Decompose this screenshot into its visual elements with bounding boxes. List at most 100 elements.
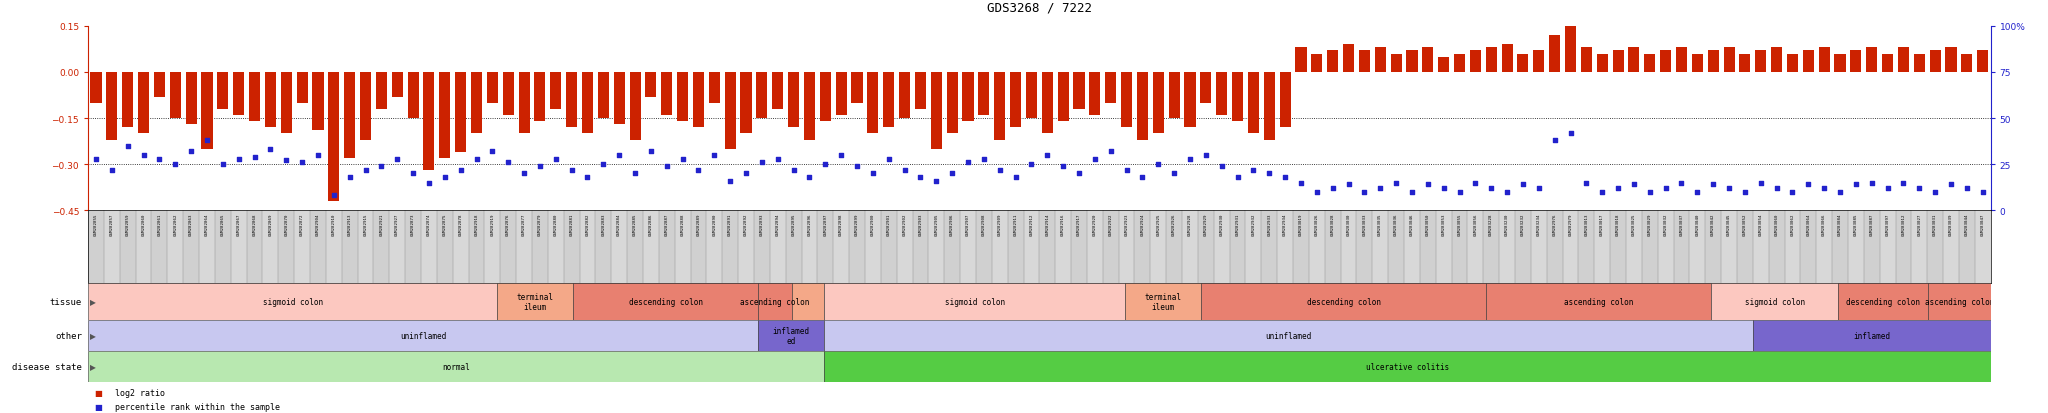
Bar bbox=[438, 73, 451, 159]
Bar bbox=[825, 320, 1753, 351]
Text: GSM282931: GSM282931 bbox=[1235, 213, 1239, 235]
Bar bbox=[614, 73, 625, 125]
Point bbox=[778, 167, 811, 173]
Bar bbox=[391, 73, 403, 97]
Point bbox=[1237, 167, 1270, 173]
Text: GSM283028: GSM283028 bbox=[1331, 213, 1335, 235]
Text: descending colon: descending colon bbox=[629, 297, 702, 306]
Bar bbox=[1802, 51, 1815, 73]
Text: tissue: tissue bbox=[49, 297, 82, 306]
Bar bbox=[786, 211, 801, 283]
Text: sigmoid colon: sigmoid colon bbox=[262, 297, 324, 306]
Point bbox=[223, 156, 256, 162]
Point bbox=[1808, 185, 1841, 192]
Bar bbox=[1657, 211, 1673, 283]
Bar bbox=[1325, 211, 1341, 283]
Bar bbox=[1673, 211, 1690, 283]
Text: GSM282927: GSM282927 bbox=[395, 213, 399, 235]
Bar bbox=[819, 73, 831, 122]
Bar bbox=[377, 73, 387, 109]
Point bbox=[1206, 163, 1239, 170]
Point bbox=[365, 163, 397, 170]
Bar bbox=[1626, 211, 1642, 283]
Point bbox=[936, 171, 969, 177]
Text: GSM282904: GSM282904 bbox=[315, 213, 319, 235]
Text: GSM282916: GSM282916 bbox=[1061, 213, 1065, 235]
Text: terminal
ileum: terminal ileum bbox=[1145, 292, 1182, 311]
Bar bbox=[233, 73, 244, 116]
Text: GSM282914: GSM282914 bbox=[1044, 213, 1049, 235]
Point bbox=[698, 152, 731, 159]
Text: GSM283056: GSM283056 bbox=[1473, 213, 1477, 235]
Bar bbox=[565, 73, 578, 128]
Point bbox=[999, 174, 1032, 181]
Point bbox=[1475, 185, 1507, 192]
Point bbox=[1698, 182, 1731, 188]
Point bbox=[1919, 189, 1952, 196]
Bar bbox=[1499, 211, 1516, 283]
Point bbox=[1284, 180, 1317, 186]
Bar bbox=[1419, 211, 1436, 283]
Text: GSM282934: GSM282934 bbox=[1284, 213, 1286, 235]
Bar bbox=[1055, 211, 1071, 283]
Text: GSM283232: GSM283232 bbox=[1522, 213, 1526, 235]
Point bbox=[825, 152, 858, 159]
Point bbox=[920, 178, 952, 185]
Bar bbox=[516, 211, 532, 283]
Point bbox=[1507, 182, 1540, 188]
Bar bbox=[1866, 48, 1878, 73]
Point bbox=[1886, 180, 1919, 186]
Bar bbox=[1927, 283, 1991, 320]
Text: GSM282898: GSM282898 bbox=[840, 213, 844, 235]
Text: uninflamed: uninflamed bbox=[399, 331, 446, 340]
Bar bbox=[930, 73, 942, 150]
Bar bbox=[1421, 48, 1434, 73]
Text: GDS3268 / 7222: GDS3268 / 7222 bbox=[987, 2, 1092, 14]
Bar bbox=[1470, 51, 1481, 73]
Text: GSM282873: GSM282873 bbox=[412, 213, 416, 235]
Bar bbox=[723, 211, 737, 283]
Text: GSM283055: GSM283055 bbox=[1458, 213, 1462, 235]
Text: GSM282920: GSM282920 bbox=[1094, 213, 1098, 235]
Text: normal: normal bbox=[442, 362, 471, 371]
Bar bbox=[1124, 283, 1200, 320]
Point bbox=[762, 156, 795, 162]
Text: GSM282893: GSM282893 bbox=[760, 213, 764, 235]
Point bbox=[1079, 156, 1112, 162]
Bar bbox=[455, 73, 467, 152]
Text: GSM282913: GSM282913 bbox=[348, 213, 352, 235]
Bar bbox=[1579, 211, 1593, 283]
Point bbox=[1729, 189, 1761, 196]
Bar bbox=[1784, 211, 1800, 283]
Bar bbox=[90, 73, 102, 103]
Bar bbox=[1769, 211, 1784, 283]
Bar bbox=[1690, 211, 1706, 283]
Point bbox=[651, 163, 684, 170]
Bar bbox=[1356, 211, 1372, 283]
Point bbox=[539, 156, 571, 162]
Bar bbox=[373, 211, 389, 283]
Text: GSM283228: GSM283228 bbox=[1489, 213, 1493, 235]
Bar bbox=[1706, 211, 1720, 283]
Text: GSM283029: GSM283029 bbox=[1649, 213, 1653, 235]
Point bbox=[1649, 185, 1681, 192]
Bar bbox=[1710, 283, 1839, 320]
Text: descending colon: descending colon bbox=[1845, 297, 1921, 306]
Text: GSM283230: GSM283230 bbox=[1505, 213, 1509, 235]
Bar bbox=[725, 73, 735, 150]
Point bbox=[143, 156, 176, 162]
Bar bbox=[1483, 211, 1499, 283]
Point bbox=[1253, 171, 1286, 177]
Bar bbox=[825, 283, 1124, 320]
Bar bbox=[852, 73, 862, 103]
Bar bbox=[88, 283, 498, 320]
Bar bbox=[1057, 73, 1069, 122]
Bar bbox=[1788, 55, 1798, 73]
Bar bbox=[1753, 320, 1991, 351]
Bar bbox=[1896, 211, 1911, 283]
Bar bbox=[154, 73, 166, 97]
Point bbox=[1681, 189, 1714, 196]
Bar bbox=[1720, 211, 1737, 283]
Bar bbox=[469, 211, 485, 283]
Point bbox=[1585, 189, 1618, 196]
